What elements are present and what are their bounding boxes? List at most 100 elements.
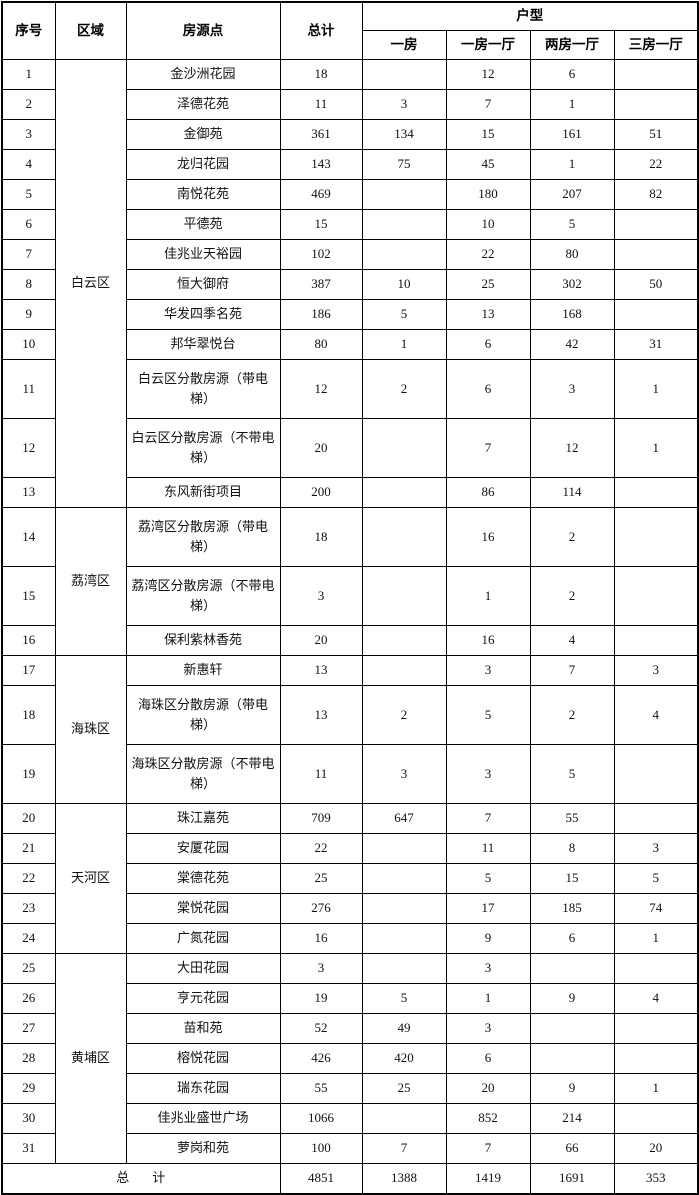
column-header-index: 序号: [1, 1, 56, 60]
housing-spot-label: 金御苑: [183, 126, 223, 142]
unit-type-4-cell: [613, 625, 699, 656]
housing-spot-cell: 荔湾区分散房源（带电梯）: [125, 507, 281, 567]
total-count-cell: 186: [279, 299, 363, 330]
total-count-cell: 55: [279, 1073, 363, 1104]
housing-spot-label: 棠悦花园: [176, 900, 229, 916]
unit-type-3-cell: 161: [529, 119, 615, 150]
region-cell: 海珠区: [54, 655, 127, 804]
row-index-cell: 13: [1, 477, 56, 508]
table-row: 15 荔湾区分散房源（不带电梯） 3 1 2: [1, 566, 699, 626]
housing-spot-label: 广氮花园: [176, 930, 229, 946]
housing-spot-cell: 荔湾区分散房源（不带电梯）: [125, 566, 281, 626]
total-count-cell: 20: [279, 625, 363, 656]
housing-spot-cell: 龙归花园: [125, 149, 281, 180]
unit-type-1-cell: [361, 893, 447, 924]
housing-spot-cell: 邦华翠悦台: [125, 329, 281, 360]
total-count-cell: 387: [279, 269, 363, 300]
housing-spot-label: 新惠轩: [183, 662, 223, 678]
column-header-unit-type-4: 三房一厅: [613, 30, 699, 60]
unit-type-1-cell: 75: [361, 149, 447, 180]
unit-type-4-cell: 1: [613, 1073, 699, 1104]
unit-type-4-cell: 3: [613, 833, 699, 864]
row-index-cell: 11: [1, 359, 56, 419]
housing-spot-cell: 大田花园: [125, 953, 281, 984]
unit-type-3-cell: 1: [529, 89, 615, 120]
row-index-cell: 7: [1, 239, 56, 270]
region-cell: 黄埔区: [54, 953, 127, 1164]
housing-spot-label: 邦华翠悦台: [170, 336, 236, 352]
unit-type-3-cell: 55: [529, 803, 615, 834]
unit-type-4-cell: 3: [613, 655, 699, 686]
row-index-cell: 19: [1, 744, 56, 804]
unit-type-3-cell: 207: [529, 179, 615, 210]
total-count-cell: 13: [279, 685, 363, 745]
unit-type-2-cell: 17: [445, 893, 531, 924]
unit-type-2-cell: 7: [445, 1133, 531, 1164]
row-index-cell: 29: [1, 1073, 56, 1104]
total-count-cell: 102: [279, 239, 363, 270]
housing-spot-label: 佳兆业盛世广场: [157, 1110, 249, 1126]
unit-type-2-cell: 6: [445, 359, 531, 419]
housing-spot-cell: 保利紫林香苑: [125, 625, 281, 656]
unit-type-4-cell: [613, 953, 699, 984]
housing-spot-label: 白云区分散房源（带电梯）: [137, 370, 268, 406]
housing-spot-cell: 安厦花园: [125, 833, 281, 864]
unit-type-4-cell: 20: [613, 1133, 699, 1164]
unit-type-4-cell: 1: [613, 359, 699, 419]
unit-type-3-cell: [529, 1013, 615, 1044]
table-row: 20 天河区 珠江嘉苑 709 647 7 55: [1, 803, 699, 954]
housing-spot-cell: 萝岗和苑: [125, 1133, 281, 1164]
table-row: 2 泽德花苑 11 3 7 1: [1, 89, 699, 120]
table-row: 19 海珠区分散房源（不带电梯） 11 3 3 5: [1, 744, 699, 804]
unit-type-4-cell: 74: [613, 893, 699, 924]
row-index-cell: 23: [1, 893, 56, 924]
housing-spot-label: 白云区分散房源（不带电梯）: [131, 429, 275, 465]
unit-type-4-cell: 5: [613, 863, 699, 894]
unit-type-2-cell: 6: [445, 329, 531, 360]
row-index-cell: 1: [1, 59, 56, 90]
unit-type-2-cell: 11: [445, 833, 531, 864]
housing-spot-cell: 恒大御府: [125, 269, 281, 300]
table-row: 21 安厦花园 22 11 8 3: [1, 833, 699, 864]
total-row-unit-type-2-cell: 1419: [445, 1163, 531, 1195]
unit-type-1-cell: 1: [361, 329, 447, 360]
total-count-cell: 15: [279, 209, 363, 240]
total-count-cell: 13: [279, 655, 363, 686]
row-index-cell: 3: [1, 119, 56, 150]
unit-type-1-cell: [361, 209, 447, 240]
total-row-label: 总计: [1, 1163, 281, 1195]
unit-type-2-cell: 3: [445, 655, 531, 686]
unit-type-2-cell: 22: [445, 239, 531, 270]
unit-type-4-cell: [613, 89, 699, 120]
region-cell: 天河区: [54, 803, 127, 954]
table-row: 18 海珠区分散房源（带电梯） 13 2 5 2 4: [1, 685, 699, 745]
unit-type-3-cell: 1: [529, 149, 615, 180]
table-row: 9 华发四季名苑 186 5 13 168: [1, 299, 699, 330]
unit-type-2-cell: 10: [445, 209, 531, 240]
housing-spot-cell: 海珠区分散房源（带电梯）: [125, 685, 281, 745]
table-row: 6 平德苑 15 10 5: [1, 209, 699, 240]
unit-type-3-cell: 80: [529, 239, 615, 270]
total-count-cell: 18: [279, 59, 363, 90]
unit-type-2-cell: 1: [445, 983, 531, 1014]
total-count-cell: 52: [279, 1013, 363, 1044]
unit-type-2-cell: 25: [445, 269, 531, 300]
unit-type-1-cell: [361, 953, 447, 984]
total-count-cell: 469: [279, 179, 363, 210]
region-cell: 荔湾区: [54, 507, 127, 656]
unit-type-3-cell: 6: [529, 59, 615, 90]
unit-type-3-cell: 185: [529, 893, 615, 924]
housing-spot-label: 南悦花苑: [176, 186, 229, 202]
unit-type-2-cell: 12: [445, 59, 531, 90]
total-count-cell: 3: [279, 566, 363, 626]
housing-spot-label: 荔湾区分散房源（带电梯）: [137, 518, 268, 554]
total-count-cell: 709: [279, 803, 363, 834]
region-cell: 白云区: [54, 59, 127, 508]
housing-spot-cell: 华发四季名苑: [125, 299, 281, 330]
table-row: 30 佳兆业盛世广场 1066 852 214: [1, 1103, 699, 1134]
housing-spot-cell: 棠悦花园: [125, 893, 281, 924]
unit-type-4-cell: [613, 1103, 699, 1134]
unit-type-4-cell: 1: [613, 923, 699, 954]
housing-spot-label: 泽德花苑: [176, 96, 229, 112]
